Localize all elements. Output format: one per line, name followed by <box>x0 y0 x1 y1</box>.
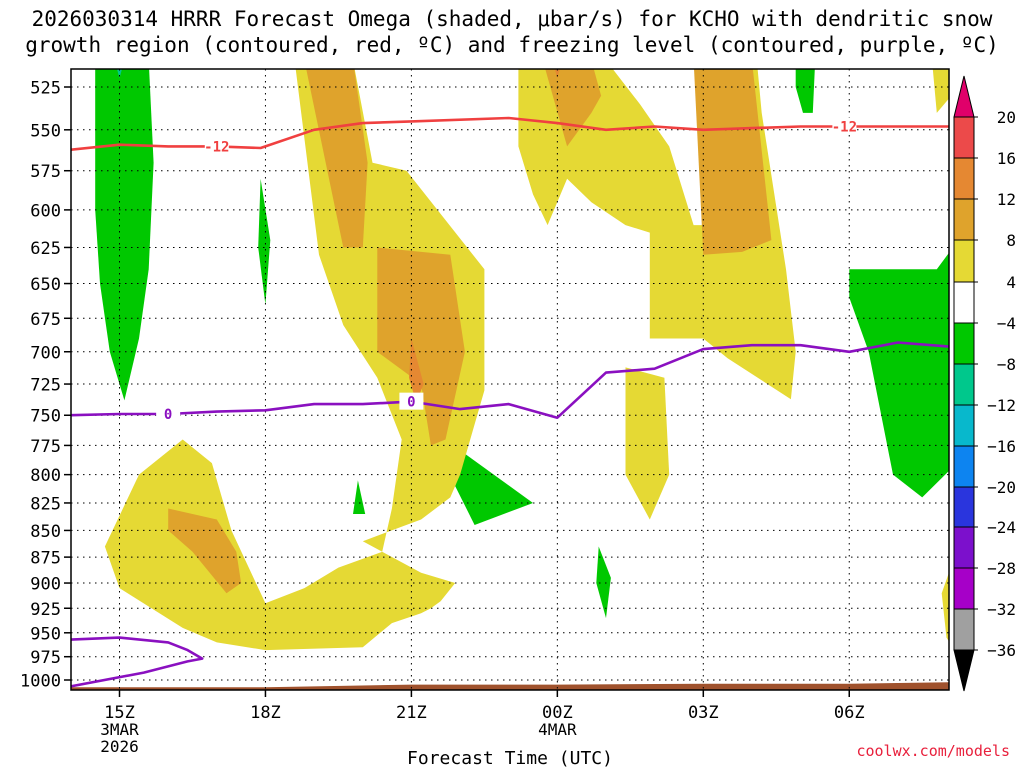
x-tick-label-03Z: 03Z <box>688 703 719 723</box>
contour-label-0-1: -12 <box>832 119 857 135</box>
y-tick-label-950: 950 <box>30 624 61 644</box>
y-tick-label-675: 675 <box>30 310 61 330</box>
x-tick-label-06Z: 06Z <box>834 703 865 723</box>
x-tick-label-21Z: 21Z <box>396 703 427 723</box>
y-tick-label-625: 625 <box>30 239 61 259</box>
omega-region-16 <box>694 69 772 255</box>
contour-label-bg <box>156 405 181 423</box>
omega-region-10 <box>306 69 368 248</box>
colorbar-band-6 <box>953 363 975 406</box>
colorbar-min-arrow <box>953 649 975 692</box>
colorbar-band-1 <box>953 567 975 610</box>
omega-region-15 <box>545 69 602 147</box>
y-tick-label-800: 800 <box>30 466 61 486</box>
x-tick-sublabel: 2026 <box>100 737 139 756</box>
colorbar-label-11: −28 <box>987 559 1016 578</box>
credit-text: coolwx.com/models <box>856 742 1010 760</box>
omega-region-6 <box>795 69 815 113</box>
omega-region-21 <box>554 69 560 79</box>
colorbar-band-10 <box>953 198 975 241</box>
omega-region-13 <box>168 508 242 594</box>
omega-region-4 <box>455 453 533 525</box>
y-tick-label-875: 875 <box>30 549 61 569</box>
colorbar-label-8: −16 <box>987 437 1016 456</box>
y-tick-label-650: 650 <box>30 275 61 295</box>
chart-title-line2: growth region (contoured, red, ºC) and f… <box>25 33 999 57</box>
y-tick-label-975: 975 <box>30 648 61 668</box>
colorbar-label-1: 16 <box>997 149 1016 168</box>
colorbar-label-0: 20 <box>997 108 1016 127</box>
colorbar-label-3: 8 <box>1006 231 1016 250</box>
y-tick-label-750: 750 <box>30 407 61 427</box>
colorbar-label-5: −4 <box>997 314 1016 333</box>
colorbar-label-10: −24 <box>987 518 1016 537</box>
contour-label-bg <box>399 392 424 410</box>
omega-region-5 <box>596 546 611 619</box>
omega-region-3 <box>353 480 366 514</box>
colorbar-band-11 <box>953 157 975 200</box>
omega-region-2 <box>258 178 271 305</box>
colorbar-band-4 <box>953 445 975 488</box>
colorbar-label-7: −12 <box>987 396 1016 415</box>
contour-line-0 <box>71 116 949 151</box>
contour-label-0-0: -12 <box>204 139 229 155</box>
colorbar-label-9: −20 <box>987 478 1016 497</box>
colorbar-band-8 <box>953 281 975 324</box>
y-tick-label-600: 600 <box>30 201 61 221</box>
y-tick-label-1000: 1000 <box>20 672 61 692</box>
colorbar-label-4: 4 <box>1006 273 1016 292</box>
omega-region-0 <box>95 69 154 401</box>
x-tick-label-15Z: 15Z <box>104 703 135 723</box>
colorbar-band-9 <box>953 239 975 283</box>
contour-line-1 <box>71 341 949 420</box>
y-tick-label-925: 925 <box>30 600 61 620</box>
omega-region-14 <box>518 69 796 400</box>
colorbar-label-12: −32 <box>987 600 1016 619</box>
x-tick-sublabel: 4MAR <box>538 720 577 739</box>
omega-region-12 <box>409 338 424 403</box>
contour-label-1-1: 0 <box>407 395 415 411</box>
colorbar-label-2: 12 <box>997 190 1016 209</box>
plot-frame <box>70 68 950 691</box>
x-tick-label-00Z: 00Z <box>542 703 573 723</box>
omega-region-11 <box>377 247 465 446</box>
chart-title-line1: 2026030314 HRRR Forecast Omega (shaded, … <box>31 7 993 31</box>
x-axis-label: Forecast Time (UTC) <box>407 748 613 768</box>
omega-region-9 <box>104 69 485 651</box>
y-tick-label-700: 700 <box>30 343 61 363</box>
omega-region-7 <box>849 252 949 498</box>
y-tick-label-825: 825 <box>30 494 61 514</box>
y-tick-label-775: 775 <box>30 437 61 457</box>
x-tick-sublabel: 3MAR <box>100 720 139 739</box>
colorbar-band-2 <box>953 526 975 569</box>
colorbar-band-12 <box>953 116 975 159</box>
colorbar-max-arrow <box>953 75 975 118</box>
omega-region-19 <box>941 572 949 642</box>
x-tick-label-18Z: 18Z <box>250 703 281 723</box>
contour-label-bg <box>204 137 229 155</box>
colorbar-label-13: −36 <box>987 641 1016 660</box>
chart-title: 2026030314 HRRR Forecast Omega (shaded, … <box>0 6 1024 58</box>
y-tick-label-725: 725 <box>30 376 61 396</box>
terrain-fill <box>71 682 949 690</box>
omega-region-1 <box>116 69 123 79</box>
colorbar-label-6: −8 <box>997 355 1016 374</box>
colorbar-band-5 <box>953 404 975 447</box>
y-tick-label-550: 550 <box>30 121 61 141</box>
omega-region-18 <box>932 69 949 113</box>
colorbar-band-3 <box>953 486 975 528</box>
y-tick-label-900: 900 <box>30 575 61 595</box>
y-tick-label-525: 525 <box>30 79 61 99</box>
colorbar-band-7 <box>953 322 975 365</box>
omega-region-17 <box>625 367 670 520</box>
contour-label-1-0: 0 <box>164 407 172 423</box>
y-tick-label-575: 575 <box>30 162 61 182</box>
y-tick-label-850: 850 <box>30 522 61 542</box>
colorbar-band-0 <box>953 608 975 651</box>
contour-line-2 <box>71 636 204 688</box>
contour-label-bg <box>832 117 857 135</box>
